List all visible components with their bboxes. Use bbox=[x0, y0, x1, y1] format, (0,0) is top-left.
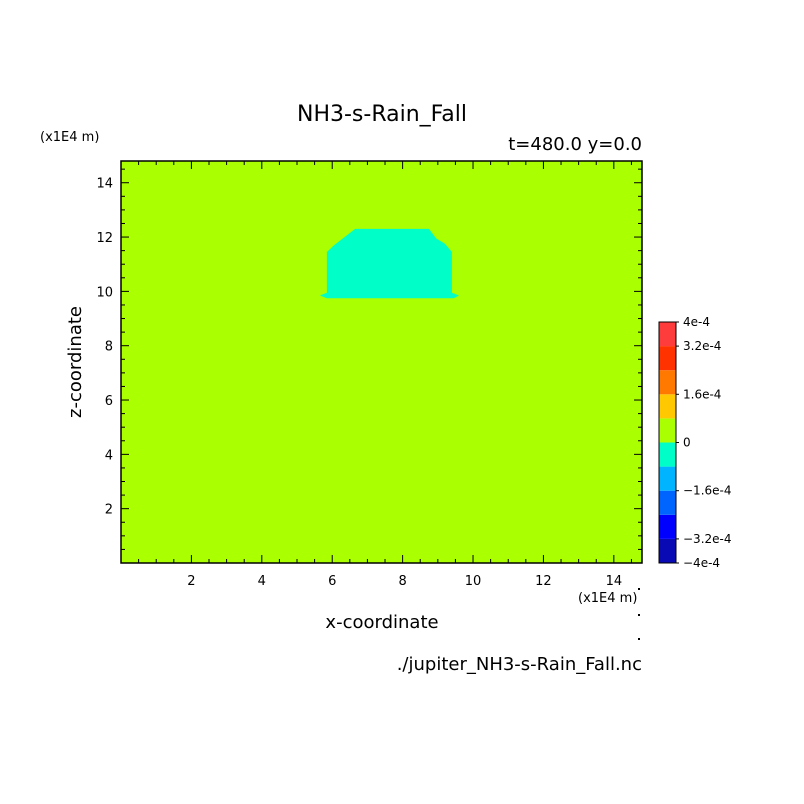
colorbar-tick-label: −3.2e-4 bbox=[683, 532, 732, 546]
colorbar: 4e-4 3.2e-4 1.6e-4 0 −1.6e-4 −3.2e-4 −4e-4 bbox=[658, 315, 732, 570]
colorbar-segment bbox=[659, 418, 676, 443]
colorbar-tick-label: 0 bbox=[683, 436, 691, 450]
colorbar-segment bbox=[659, 514, 676, 539]
colorbar-segment bbox=[659, 538, 676, 563]
colorbar-segment bbox=[659, 322, 676, 347]
x-axis-title: x-coordinate bbox=[325, 612, 438, 633]
plot-frame bbox=[120, 160, 643, 564]
field-background bbox=[121, 161, 642, 563]
x-tick-label: 14 bbox=[606, 574, 623, 589]
x-tick-label: 8 bbox=[398, 574, 406, 589]
footer-dot bbox=[638, 614, 640, 616]
y-tick-label: 2 bbox=[105, 503, 113, 518]
footer-markers bbox=[638, 588, 640, 640]
colorbar-tick-label: 3.2e-4 bbox=[683, 339, 721, 353]
y-axis-title: z-coordinate bbox=[65, 306, 86, 418]
footer-dot bbox=[638, 638, 640, 640]
chart-title: NH3-s-Rain_Fall bbox=[297, 102, 467, 127]
x-tick-label: 4 bbox=[258, 574, 266, 589]
footer-dot bbox=[638, 588, 640, 590]
colorbar-tick-label: 1.6e-4 bbox=[683, 387, 721, 401]
y-tick-label: 8 bbox=[105, 340, 113, 355]
colorbar-segment bbox=[659, 442, 676, 467]
colorbar-segment bbox=[659, 490, 676, 515]
x-tick-label: 12 bbox=[535, 574, 552, 589]
x-axis-unit-label: (x1E4 m) bbox=[578, 591, 637, 606]
y-tick-label: 10 bbox=[96, 285, 113, 300]
y-tick-label: 14 bbox=[96, 177, 113, 192]
contour-region bbox=[319, 228, 459, 299]
colorbar-segment bbox=[659, 394, 676, 419]
colorbar-tick-label: 4e-4 bbox=[683, 315, 710, 329]
chart-subtitle: t=480.0 y=0.0 bbox=[508, 134, 642, 155]
x-tick-label: 2 bbox=[187, 574, 195, 589]
colorbar-segment bbox=[659, 370, 676, 395]
y-axis-unit-label: (x1E4 m) bbox=[40, 130, 99, 145]
y-tick-label: 4 bbox=[105, 448, 113, 463]
colorbar-tick-label: −1.6e-4 bbox=[683, 484, 732, 498]
x-tick-label: 6 bbox=[328, 574, 336, 589]
colorbar-segment bbox=[659, 346, 676, 371]
colorbar-tick-label: −4e-4 bbox=[683, 556, 720, 570]
x-tick-label: 10 bbox=[465, 574, 482, 589]
y-tick-label: 12 bbox=[96, 231, 113, 246]
source-file-label: ./jupiter_NH3-s-Rain_Fall.nc bbox=[397, 654, 642, 675]
y-tick-label: 6 bbox=[105, 394, 113, 409]
colorbar-segment bbox=[659, 466, 676, 491]
plot-area: 2 4 6 8 10 12 14 2 4 6 8 10 12 14 bbox=[96, 160, 643, 589]
